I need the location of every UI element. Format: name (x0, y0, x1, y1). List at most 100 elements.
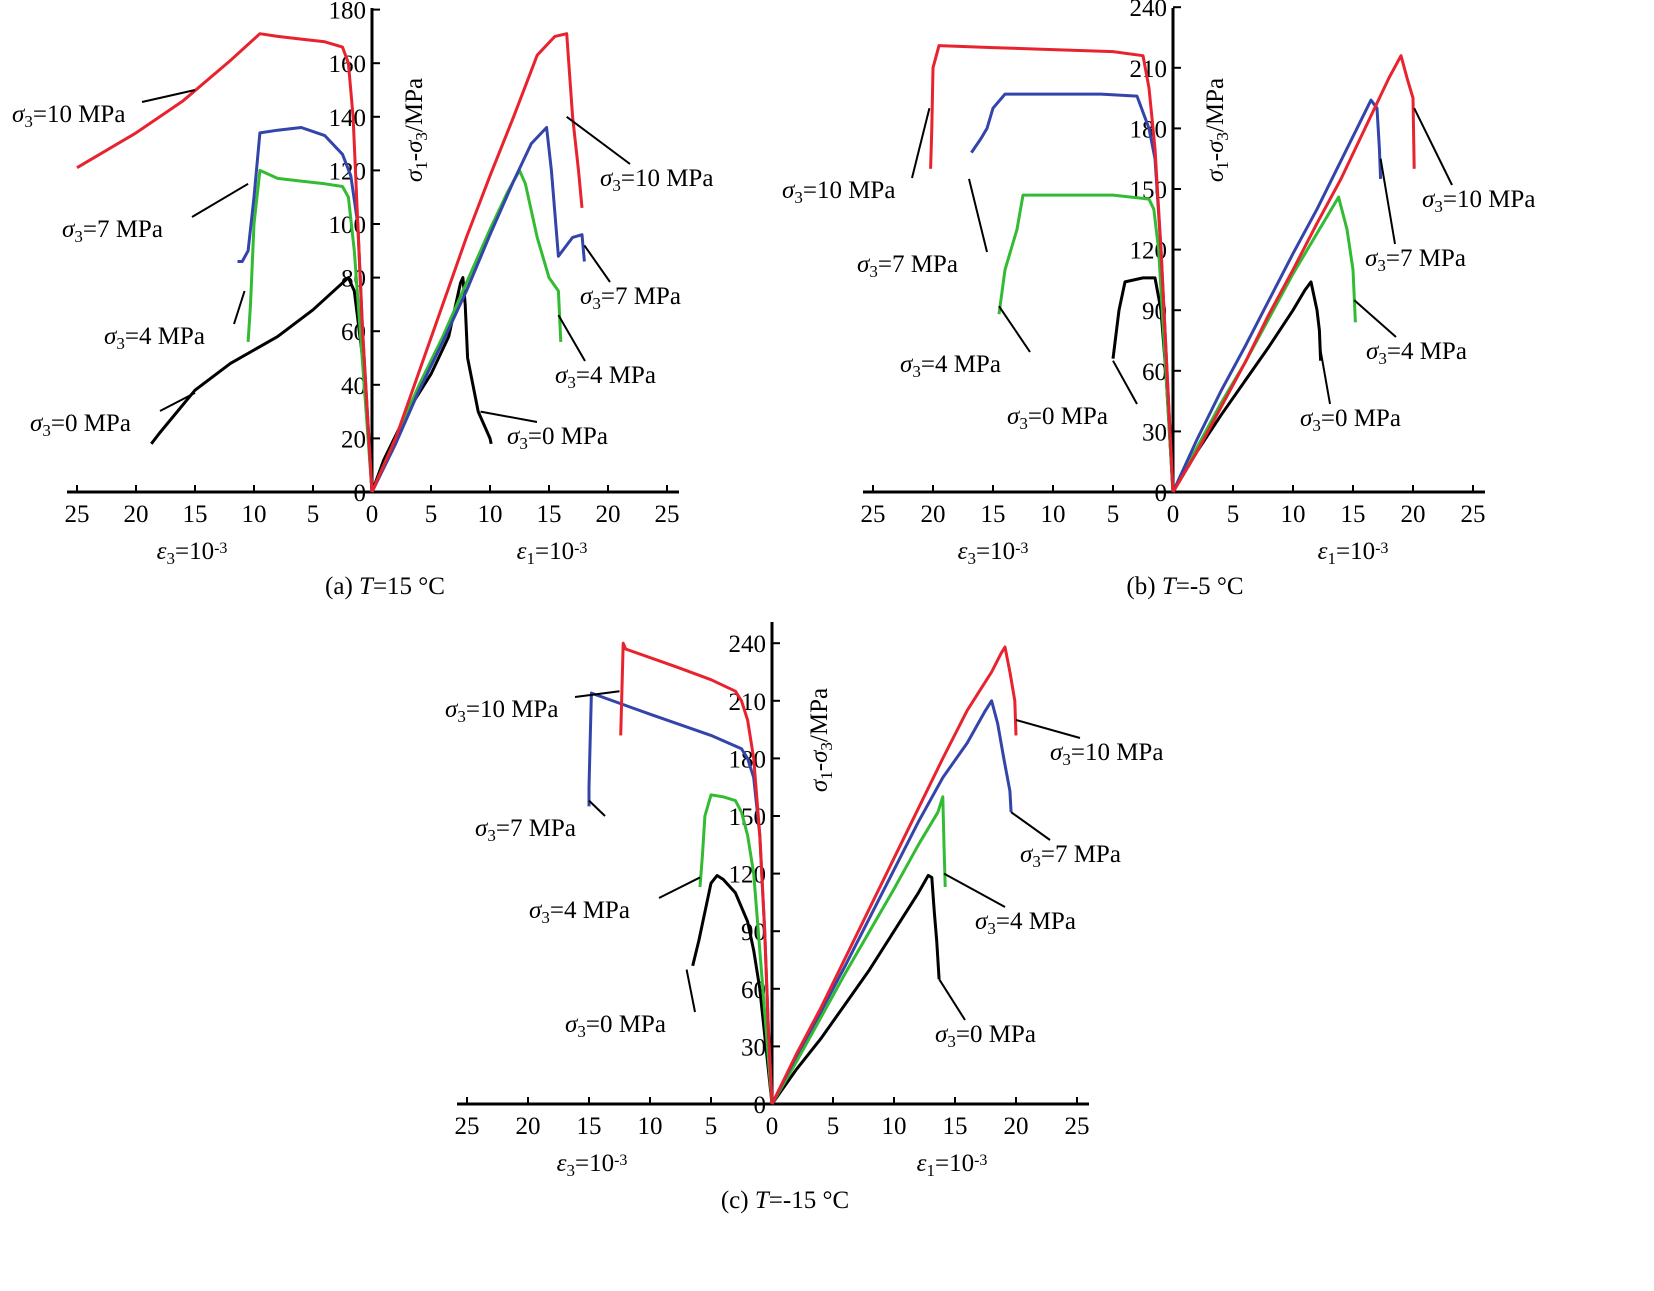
annotation-leader (685, 969, 696, 1013)
x-tick-label: 20 (921, 501, 946, 528)
x-tick-label: 15 (183, 501, 208, 528)
x-axis-label-lateral: ε3=10-3 (958, 538, 1029, 568)
x-axis-label-lateral: ε3=10-3 (557, 1150, 628, 1180)
x-tick-label: 15 (981, 501, 1006, 528)
x-tick-label: 10 (882, 1113, 907, 1140)
series-line-axial-sigma3-4 (1171, 195, 1357, 493)
annotation-leader (1015, 719, 1081, 739)
series-line-axial-sigma3-10 (1171, 54, 1416, 493)
series-label-lateral: σ3=0 MPa (565, 1011, 666, 1041)
y-tick-label: 0 (1155, 480, 1168, 507)
annotation-leader (574, 690, 620, 698)
annotation-leader (968, 178, 988, 253)
y-axis-label: σ1-σ3/MPa (1202, 78, 1232, 182)
x-tick-label: 10 (1041, 501, 1066, 528)
series-line-lateral-sigma3-0 (150, 276, 374, 493)
x-axis-label-lateral: ε3=10-3 (157, 538, 228, 568)
x-axis-label-axial: ε1=10-3 (1318, 538, 1389, 568)
x-tick-label: 5 (1107, 501, 1120, 528)
series-label-axial: σ3=7 MPa (1365, 245, 1466, 275)
series-label-axial: σ3=0 MPa (935, 1021, 1036, 1051)
series-line-axial-sigma3-7 (370, 126, 586, 493)
y-tick-label: 0 (354, 480, 367, 507)
series-line-axial-sigma3-7 (770, 699, 1013, 1105)
x-tick-label: 20 (124, 501, 149, 528)
x-tick-label: 15 (943, 1113, 968, 1140)
x-tick-label: 20 (1004, 1113, 1029, 1140)
annotation-leader (191, 182, 249, 218)
series-label-lateral: σ3=10 MPa (445, 696, 558, 726)
panel-caption: (c) T=-15 °C (721, 1187, 849, 1214)
panel-caption: (b) T=-5 °C (1126, 573, 1243, 600)
series-label-lateral: σ3=4 MPa (104, 323, 205, 353)
x-tick-label: 0 (766, 1113, 779, 1140)
x-tick-label: 20 (516, 1113, 541, 1140)
x-tick-label: 10 (1281, 501, 1306, 528)
y-tick-label: 120 (729, 862, 767, 889)
x-tick-label: 25 (861, 501, 886, 528)
x-tick-label: 25 (655, 501, 680, 528)
x-axis-label-axial: ε1=10-3 (517, 538, 588, 568)
series-label-axial: σ3=10 MPa (600, 165, 713, 195)
y-axis-label: σ1-σ3/MPa (401, 78, 431, 182)
x-tick-label: 5 (1227, 501, 1240, 528)
series-label-lateral: σ3=10 MPa (782, 177, 895, 207)
series-label-lateral: σ3=4 MPa (529, 897, 630, 927)
y-tick-label: 20 (341, 426, 366, 453)
y-tick-label: 0 (754, 1092, 767, 1119)
series-line-lateral-sigma3-10 (619, 641, 774, 1105)
y-tick-label: 100 (329, 212, 367, 239)
annotation-leader (1353, 299, 1397, 338)
panel-caption: (a) T=15 °C (325, 573, 445, 600)
series-label-axial: σ3=4 MPa (1366, 338, 1467, 368)
series-label-axial: σ3=10 MPa (1050, 739, 1163, 769)
x-tick-label: 15 (537, 501, 562, 528)
x-tick-label: 25 (455, 1113, 480, 1140)
annotation-leader (938, 978, 966, 1021)
series-label-axial: σ3=0 MPa (1300, 405, 1401, 435)
series-label-axial: σ3=7 MPa (1020, 841, 1121, 871)
annotation-leader (557, 314, 586, 362)
series-line-lateral-sigma3-0 (691, 874, 774, 1105)
series-label-lateral: σ3=0 MPa (1007, 403, 1108, 433)
series-label-lateral: σ3=7 MPa (475, 815, 576, 845)
annotation-leader (141, 89, 196, 103)
annotation-leader (566, 115, 631, 165)
annotation-leader (911, 107, 931, 179)
y-tick-label: 30 (741, 1034, 766, 1061)
annotation-leader (159, 391, 196, 412)
x-tick-label: 10 (638, 1113, 663, 1140)
annotation-leader (658, 876, 701, 899)
series-line-axial-sigma3-10 (370, 32, 584, 493)
y-tick-label: 40 (341, 373, 366, 400)
x-tick-label: 5 (827, 1113, 840, 1140)
x-tick-label: 20 (596, 501, 621, 528)
y-tick-label: 60 (1142, 359, 1167, 386)
series-line-lateral-sigma3-10 (76, 32, 374, 493)
series-label-axial: σ3=7 MPa (580, 283, 681, 313)
x-tick-label: 25 (1065, 1113, 1090, 1140)
series-label-axial: σ3=4 MPa (555, 362, 656, 392)
series-line-lateral-sigma3-4 (698, 793, 774, 1105)
series-label-lateral: σ3=4 MPa (900, 351, 1001, 381)
x-tick-label: 0 (1167, 501, 1180, 528)
series-line-axial-sigma3-7 (1171, 98, 1383, 493)
x-tick-label: 5 (705, 1113, 718, 1140)
series-label-axial: σ3=4 MPa (975, 908, 1076, 938)
annotation-leader (583, 244, 611, 283)
y-axis-label: σ1-σ3/MPa (806, 688, 836, 792)
annotation-leader (1010, 811, 1051, 841)
series-line-axial-sigma3-4 (770, 795, 947, 1105)
y-tick-label: 210 (729, 689, 767, 716)
annotation-leader (943, 872, 1006, 908)
x-tick-label: 5 (425, 501, 438, 528)
annotation-leader (1319, 350, 1331, 405)
series-line-axial-sigma3-0 (1171, 280, 1323, 493)
annotation-leader (480, 410, 538, 423)
series-line-lateral-sigma3-4 (246, 168, 374, 493)
y-tick-label: 240 (729, 631, 767, 658)
annotation-leader (588, 799, 606, 817)
